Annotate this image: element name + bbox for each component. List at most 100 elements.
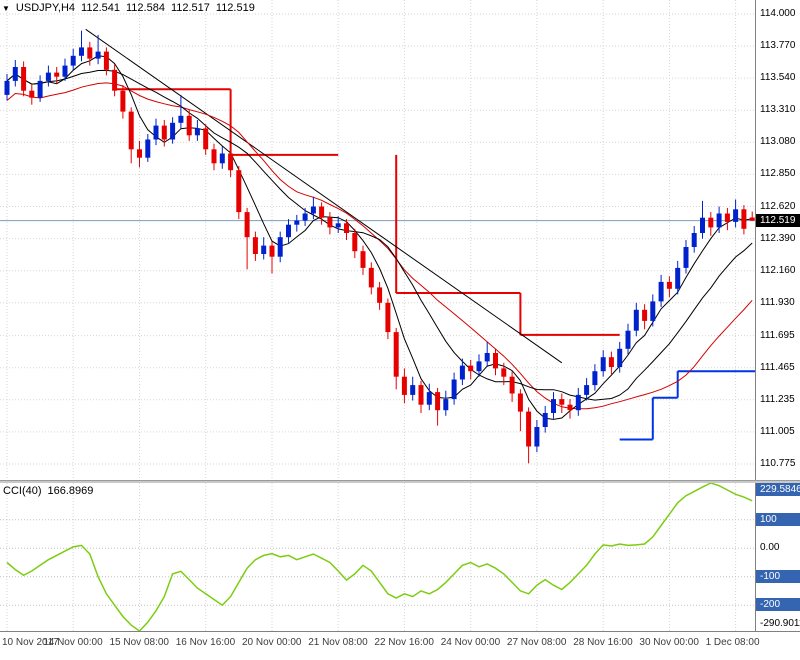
candle-body <box>476 361 482 372</box>
indicator-axis[interactable]: 229.5846 100 -100 -200 0.00 -290.9011 <box>755 483 800 631</box>
candle-body <box>559 399 565 405</box>
candle-body <box>509 376 515 394</box>
time-axis-label: 1 Dec 08:00 <box>705 637 760 648</box>
quote-close: 112.519 <box>215 2 255 14</box>
price-axis-label: 113.310 <box>760 104 796 116</box>
candle-body <box>600 357 606 372</box>
candle-body <box>95 51 101 59</box>
time-axis-label: 22 Nov 16:00 <box>374 637 434 648</box>
candle-body <box>70 55 76 66</box>
candle-body <box>658 281 664 302</box>
time-axis-label: 24 Nov 00:00 <box>440 637 501 648</box>
time-axis-label: 10 Nov 2017 <box>2 637 59 648</box>
price-axis-label: 110.775 <box>760 458 796 469</box>
quote-high: 112.584 <box>125 2 165 14</box>
cci-chart[interactable] <box>0 483 755 631</box>
trendline[interactable] <box>85 28 563 364</box>
time-axis-label: 15 Nov 08:00 <box>109 637 170 648</box>
candle-body <box>79 47 84 56</box>
candle-body <box>716 213 722 228</box>
candle-body <box>625 330 631 349</box>
candle-body <box>327 217 333 228</box>
price-axis-label: 111.695 <box>760 329 795 341</box>
candle-body <box>592 371 598 386</box>
price-axis-label: 111.930 <box>760 296 795 308</box>
candle-body <box>186 115 192 136</box>
candle-body <box>29 90 35 98</box>
candle-body <box>12 67 18 81</box>
price-axis-label: 112.160 <box>760 264 796 276</box>
candle-body <box>211 149 217 164</box>
candle-body <box>493 353 498 369</box>
time-axis-label: 16 Nov 16:00 <box>175 637 236 648</box>
candle-body <box>691 233 697 247</box>
candle-body <box>244 212 250 238</box>
time-axis-label: 20 Nov 00:00 <box>242 637 302 648</box>
price-axis-label: 113.540 <box>760 72 796 84</box>
pane-divider[interactable] <box>0 480 800 483</box>
time-axis-label: 27 Nov 08:00 <box>506 637 567 648</box>
candle-body <box>501 368 507 377</box>
indicator-min-label: -290.9011 <box>760 618 800 629</box>
candle-body <box>294 220 300 225</box>
symbol-period-label: USDJPY,H4 <box>15 2 76 14</box>
candle-body <box>642 309 648 321</box>
price-axis[interactable]: 114.000 113.770 113.540 113.310 113.080 112.8… <box>755 0 800 480</box>
candle-body <box>451 379 457 400</box>
candle-body <box>103 51 109 70</box>
quote-open: 112.541 <box>81 2 120 14</box>
candle-body <box>675 267 681 289</box>
cci-line <box>6 483 753 631</box>
price-axis-label: 113.770 <box>760 40 796 51</box>
candle-body <box>459 365 465 380</box>
time-axis-label: 14 Nov 00:00 <box>43 637 103 648</box>
candle-body <box>650 301 656 321</box>
candlestick-chart[interactable] <box>0 0 755 480</box>
candle-body <box>733 209 739 222</box>
candle-body <box>21 67 27 91</box>
candle-body <box>4 80 10 95</box>
candle-body <box>617 348 623 367</box>
candle-body <box>526 411 532 447</box>
candle-body <box>683 247 689 268</box>
candle-body <box>170 122 176 140</box>
price-axis-label: 112.620 <box>760 200 796 212</box>
candle-body <box>87 47 93 59</box>
price-axis-label: 111.235 <box>760 393 795 405</box>
ma-fast-line <box>6 55 753 420</box>
quote-low: 112.517 <box>170 2 210 14</box>
candle-body <box>261 245 267 254</box>
candle-body <box>62 65 68 77</box>
candle-body <box>401 376 407 395</box>
candle-body <box>410 385 416 395</box>
candle-body <box>484 353 490 362</box>
candle-body <box>708 217 714 228</box>
candle-body <box>178 115 184 123</box>
indicator-zero-label: 0.00 <box>760 542 780 554</box>
candle-body <box>120 90 126 112</box>
time-axis[interactable]: 10 Nov 2017 14 Nov 00:00 15 Nov 08:00 16 No… <box>0 631 800 660</box>
candle-body <box>551 399 556 413</box>
quote-line: ▼ USDJPY,H4 112.541 112.584 112.517 112.… <box>2 2 255 14</box>
candle-body <box>443 399 449 411</box>
candle-body <box>666 281 672 289</box>
indicator-max-box: 229.5846 <box>756 483 800 496</box>
indicator-value: 166.8969 <box>47 485 94 497</box>
candle-body <box>54 72 60 77</box>
candle-body <box>203 128 209 150</box>
candle-body <box>153 125 159 140</box>
candle-body <box>633 309 639 331</box>
candle-body <box>352 233 358 252</box>
candle-body <box>542 413 548 427</box>
candlestick-chart-svg[interactable] <box>0 0 755 480</box>
candle-body <box>145 139 151 158</box>
candle-body <box>608 357 614 367</box>
price-axis-label: 114.000 <box>760 8 796 19</box>
candle-body <box>426 392 432 405</box>
candle-body <box>219 153 225 164</box>
indicator-pane[interactable]: CCI(40) 166.8969 <box>0 483 755 631</box>
candle-body <box>252 237 258 254</box>
cci-chart-svg[interactable] <box>0 483 755 631</box>
main-chart-pane[interactable]: ▼ USDJPY,H4 112.541 112.584 112.517 112.… <box>0 0 755 480</box>
